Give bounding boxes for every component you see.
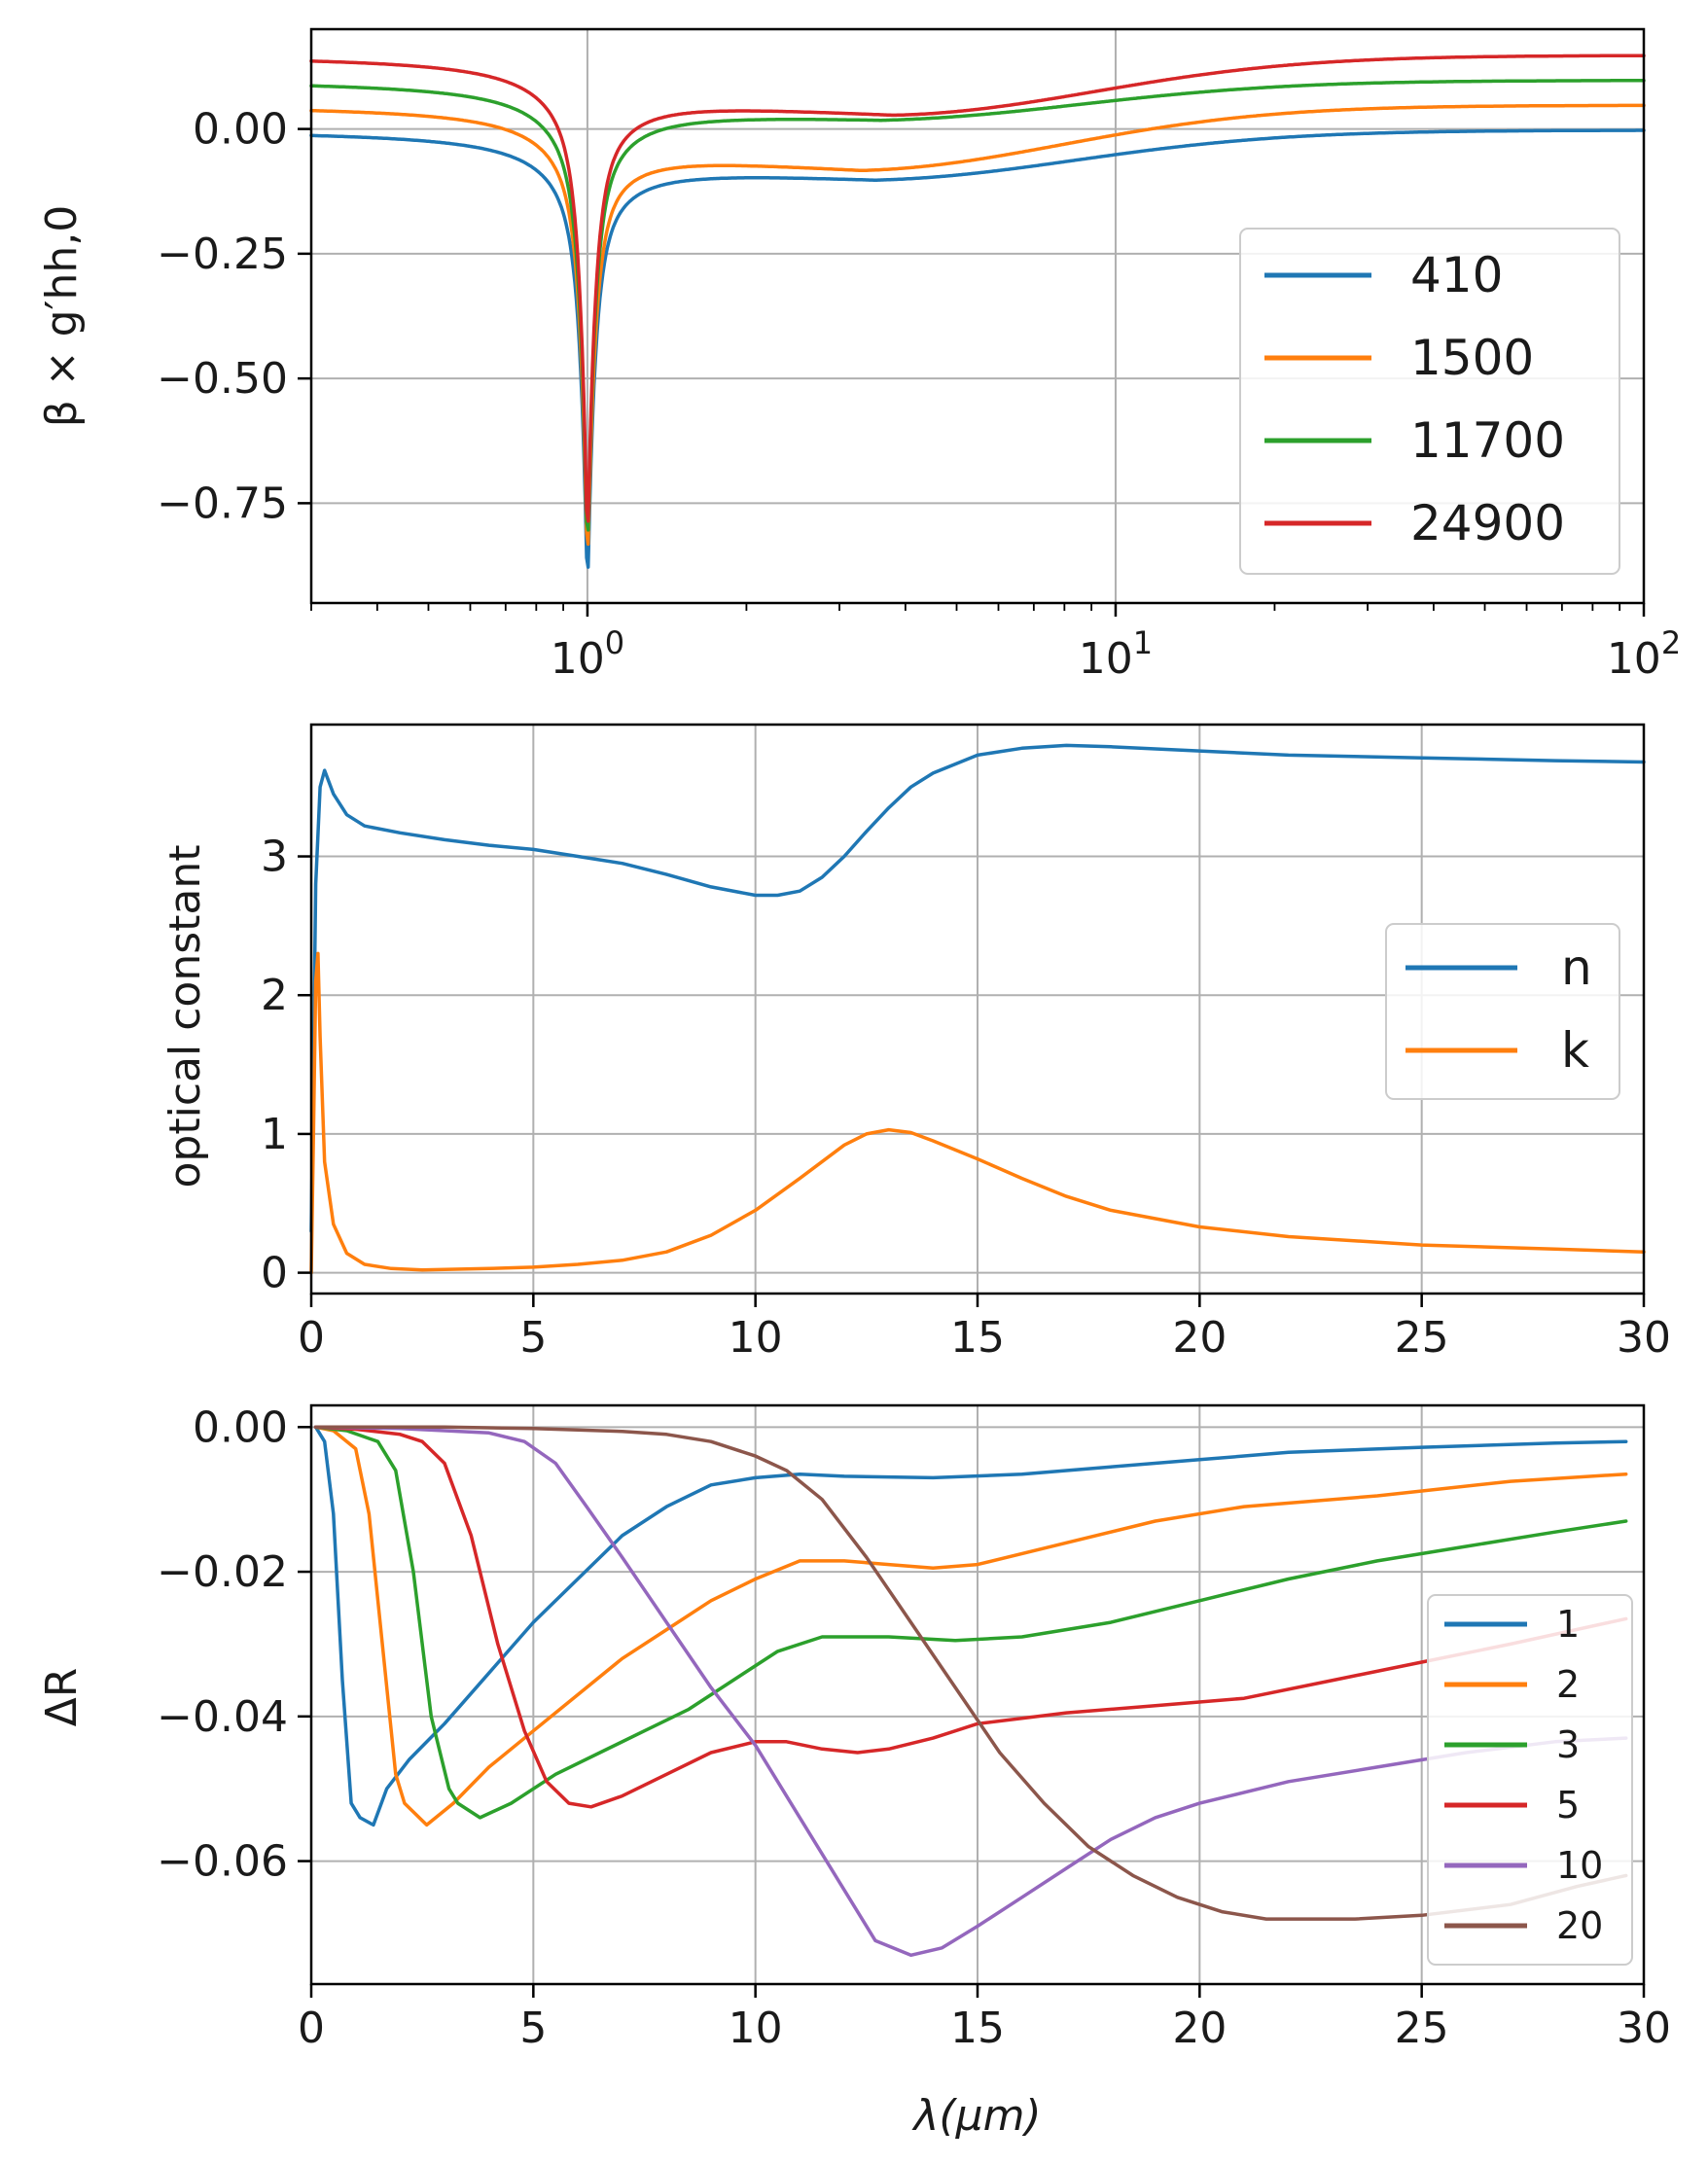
- p2-series-line-n: [309, 743, 1646, 1233]
- p1-series-line-1500: [309, 103, 1646, 547]
- p3-legend-box: [1427, 1594, 1633, 1966]
- p1-x-tick-labels: 100 101 102: [551, 624, 1681, 684]
- p1-legend-label-410: 410: [1410, 247, 1503, 303]
- p3-ticks: [298, 1426, 1646, 1998]
- p3-y-tick-label: −0.06: [157, 1837, 288, 1887]
- p2-legend: n k: [1385, 923, 1620, 1100]
- p3-series-line-1: [313, 1425, 1628, 1827]
- p2-y-tick-label: 1: [261, 1110, 288, 1159]
- p2-x-tick-label: 5: [519, 1313, 547, 1363]
- p3-x-tick-label: 10: [729, 2004, 783, 2053]
- p1-y-tick-labels: 0.00 −0.25 −0.50 −0.75: [157, 105, 288, 529]
- p1-axes-frame: [309, 27, 1646, 605]
- p1-x-tick-label-1: 100: [551, 624, 624, 684]
- p3-x-tick-label: 25: [1395, 2004, 1449, 2053]
- p3-series-line-3: [313, 1425, 1628, 1820]
- p2-x-tick-label: 30: [1617, 1313, 1671, 1363]
- p1-series-group: [309, 53, 1646, 569]
- p2-legend-label-n: n: [1561, 940, 1592, 996]
- p3-x-tick-label: 0: [298, 2004, 325, 2053]
- p1-x-tick-label-10: 101: [1079, 624, 1153, 684]
- p1-y-tick-label: −0.50: [157, 354, 288, 404]
- panel-delta-reflectance: 0 5 10 15 20 25 30 0.00−0.02−0.04−0.06 ΔR λ(μm…: [37, 1402, 1671, 2141]
- p3-series-line-2: [313, 1425, 1628, 1827]
- p1-y-tick-label: −0.25: [157, 230, 288, 279]
- p3-legend-label-1: 1: [1556, 1603, 1580, 1646]
- p3-x-tick-label: 15: [950, 2004, 1005, 2053]
- p2-x-tick-label: 25: [1395, 1313, 1449, 1363]
- p3-x-tick-label: 20: [1172, 2004, 1227, 2053]
- p3-series-line-5: [313, 1425, 1628, 1809]
- p3-legend: 1 2 3 5 10 20: [1427, 1594, 1633, 1966]
- p3-series-group: [313, 1425, 1628, 1958]
- p3-y-tick-label: 0.00: [193, 1402, 288, 1452]
- p3-series-line-10: [313, 1425, 1628, 1958]
- p3-x-tick-label: 30: [1617, 2004, 1671, 2053]
- p3-legend-label-3: 3: [1556, 1723, 1580, 1766]
- p3-y-tick-label: −0.02: [157, 1547, 288, 1597]
- p2-legend-label-k: k: [1561, 1022, 1589, 1079]
- p1-ticks: [298, 127, 1646, 617]
- p3-series-line-20: [313, 1425, 1628, 1921]
- p1-series-line-24900: [309, 53, 1646, 523]
- p3-x-tick-labels: 0 5 10 15 20 25 30: [298, 2004, 1671, 2053]
- p1-y-tick-label: −0.75: [157, 479, 288, 528]
- p1-series-line-410: [309, 128, 1646, 569]
- panel-optical-constants: 0 5 10 15 20 25 30 0 1 2 3 optical constant n k: [160, 723, 1671, 1363]
- p2-x-tick-label: 15: [950, 1313, 1005, 1363]
- p3-legend-label-2: 2: [1556, 1663, 1580, 1706]
- p1-legend-label-1500: 1500: [1410, 330, 1534, 386]
- p2-x-tick-label: 0: [298, 1313, 325, 1363]
- p3-y-axis-label: ΔR: [37, 1668, 87, 1727]
- p3-x-axis-label: λ(μm): [911, 2091, 1041, 2141]
- p2-ticks: [298, 855, 1646, 1307]
- p3-legend-label-5: 5: [1556, 1784, 1580, 1827]
- p2-y-tick-labels: 0 1 2 3: [261, 833, 288, 1298]
- p1-legend-box: [1239, 228, 1620, 575]
- p1-y-tick-label: 0.00: [193, 105, 288, 155]
- p1-legend: 410 1500 11700 24900: [1239, 228, 1620, 575]
- p3-y-tick-labels: 0.00 −0.02 −0.04 −0.06: [157, 1402, 288, 1886]
- p2-y-tick-label: 3: [261, 833, 288, 882]
- p1-legend-label-24900: 24900: [1410, 495, 1565, 551]
- p1-legend-label-11700: 11700: [1410, 412, 1565, 469]
- p1-y-axis-label: β × g′hh,0: [37, 205, 87, 428]
- p3-x-tick-label: 5: [519, 2004, 547, 2053]
- panel-gain-spectrum: 100 101 102 0.00 −0.25 −0.50 −0.75 β × g…: [37, 27, 1681, 684]
- p3-legend-label-10: 10: [1556, 1844, 1603, 1887]
- p3-legend-label-20: 20: [1556, 1904, 1603, 1947]
- p2-series-group: [309, 743, 1646, 1275]
- p2-series-line-k: [309, 951, 1646, 1275]
- p1-x-tick-label-100: 102: [1607, 624, 1681, 684]
- p2-x-tick-label: 10: [729, 1313, 783, 1363]
- p3-y-tick-label: −0.04: [157, 1692, 288, 1742]
- p2-x-tick-labels: 0 5 10 15 20 25 30: [298, 1313, 1671, 1363]
- p2-x-tick-label: 20: [1172, 1313, 1227, 1363]
- p2-y-tick-label: 2: [261, 971, 288, 1020]
- p2-y-tick-label: 0: [261, 1249, 288, 1298]
- p2-y-axis-label: optical constant: [160, 845, 210, 1188]
- p1-series-line-11700: [309, 79, 1646, 532]
